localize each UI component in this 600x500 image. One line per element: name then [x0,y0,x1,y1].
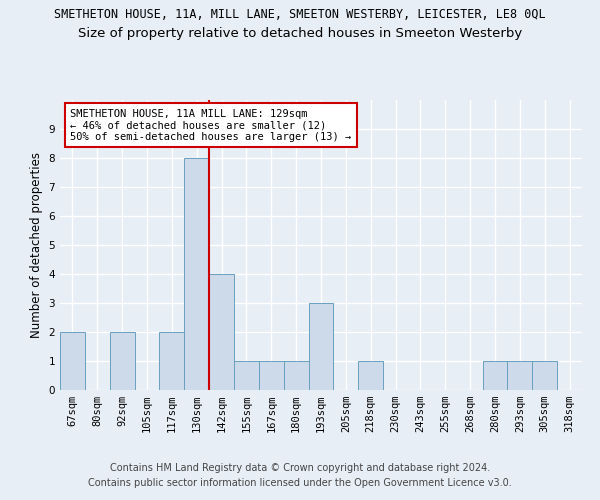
Bar [60,332,85,390]
Bar [259,361,284,390]
Text: Contains HM Land Registry data © Crown copyright and database right 2024.
Contai: Contains HM Land Registry data © Crown c… [88,462,512,487]
Bar [209,274,234,390]
Bar [234,361,259,390]
Bar [358,361,383,390]
Text: SMETHETON HOUSE, 11A MILL LANE: 129sqm
← 46% of detached houses are smaller (12): SMETHETON HOUSE, 11A MILL LANE: 129sqm ←… [70,108,352,142]
Y-axis label: Number of detached properties: Number of detached properties [30,152,43,338]
Bar [308,303,334,390]
Bar [508,361,532,390]
Bar [160,332,184,390]
Bar [184,158,209,390]
Bar [110,332,134,390]
Bar [482,361,508,390]
Text: Size of property relative to detached houses in Smeeton Westerby: Size of property relative to detached ho… [78,28,522,40]
Bar [532,361,557,390]
Bar [284,361,308,390]
Text: SMETHETON HOUSE, 11A, MILL LANE, SMEETON WESTERBY, LEICESTER, LE8 0QL: SMETHETON HOUSE, 11A, MILL LANE, SMEETON… [54,8,546,20]
